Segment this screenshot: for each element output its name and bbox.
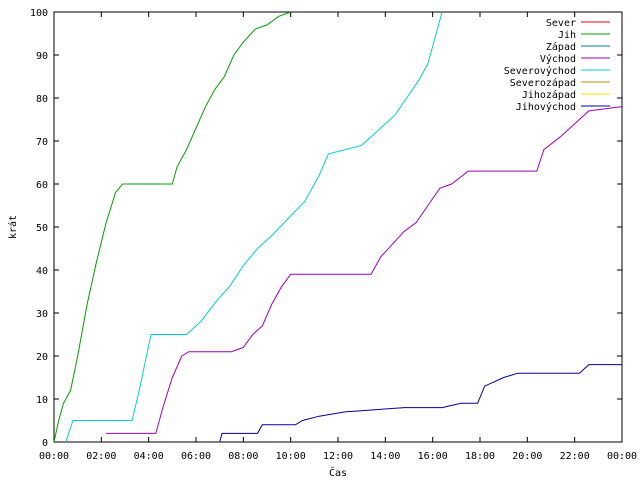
- legend: SeverJihZápadVýchodSeverovýchodSeverozáp…: [504, 18, 610, 113]
- x-tick-label: 16:00: [418, 451, 448, 462]
- axis-ticks: 0 10 20 30 40 50 60 70 80 90 100 00:00 02:00 04:00 06:…: [30, 8, 637, 462]
- series-line-7: [219, 364, 622, 443]
- y-tick-label: 70: [36, 137, 48, 148]
- legend-label: Jihozápad: [522, 89, 576, 101]
- x-tick-label: 00:00: [607, 451, 637, 462]
- legend-label: Jih: [558, 30, 576, 41]
- y-tick-label: 60: [36, 180, 48, 191]
- x-tick-label: 22:00: [560, 451, 590, 462]
- series-layer: [53, 11, 623, 443]
- x-tick-label: 12:00: [323, 451, 353, 462]
- x-tick-label: 18:00: [465, 451, 495, 462]
- y-tick-label: 100: [30, 8, 48, 19]
- series-line-3: [106, 106, 623, 434]
- series-line-4: [65, 11, 443, 443]
- x-tick-label: 06:00: [181, 451, 211, 462]
- y-tick-label: 50: [36, 223, 48, 234]
- x-tick-label: 20:00: [512, 451, 542, 462]
- y-tick-label: 80: [36, 94, 48, 105]
- legend-label: Sever: [546, 18, 576, 29]
- series-line-1: [53, 11, 291, 443]
- x-tick-label: 10:00: [276, 451, 306, 462]
- y-tick-label: 20: [36, 352, 48, 363]
- legend-label: Severovýchod: [504, 65, 576, 77]
- y-axis-label: krát: [7, 215, 19, 239]
- y-tick-label: 0: [42, 438, 48, 449]
- x-tick-label: 14:00: [370, 451, 400, 462]
- x-axis-label: Čas: [329, 466, 347, 479]
- x-tick-label: 04:00: [134, 451, 164, 462]
- legend-label: Západ: [546, 41, 576, 53]
- y-tick-label: 40: [36, 266, 48, 277]
- y-tick-label: 10: [36, 395, 48, 406]
- y-tick-label: 90: [36, 51, 48, 62]
- x-tick-label: 00:00: [39, 451, 69, 462]
- y-tick-label: 30: [36, 309, 48, 320]
- legend-label: Jihovýchod: [516, 101, 576, 113]
- x-tick-label: 08:00: [228, 451, 258, 462]
- legend-label: Severozápad: [510, 77, 576, 89]
- x-tick-label: 02:00: [86, 451, 116, 462]
- legend-label: Východ: [540, 53, 576, 65]
